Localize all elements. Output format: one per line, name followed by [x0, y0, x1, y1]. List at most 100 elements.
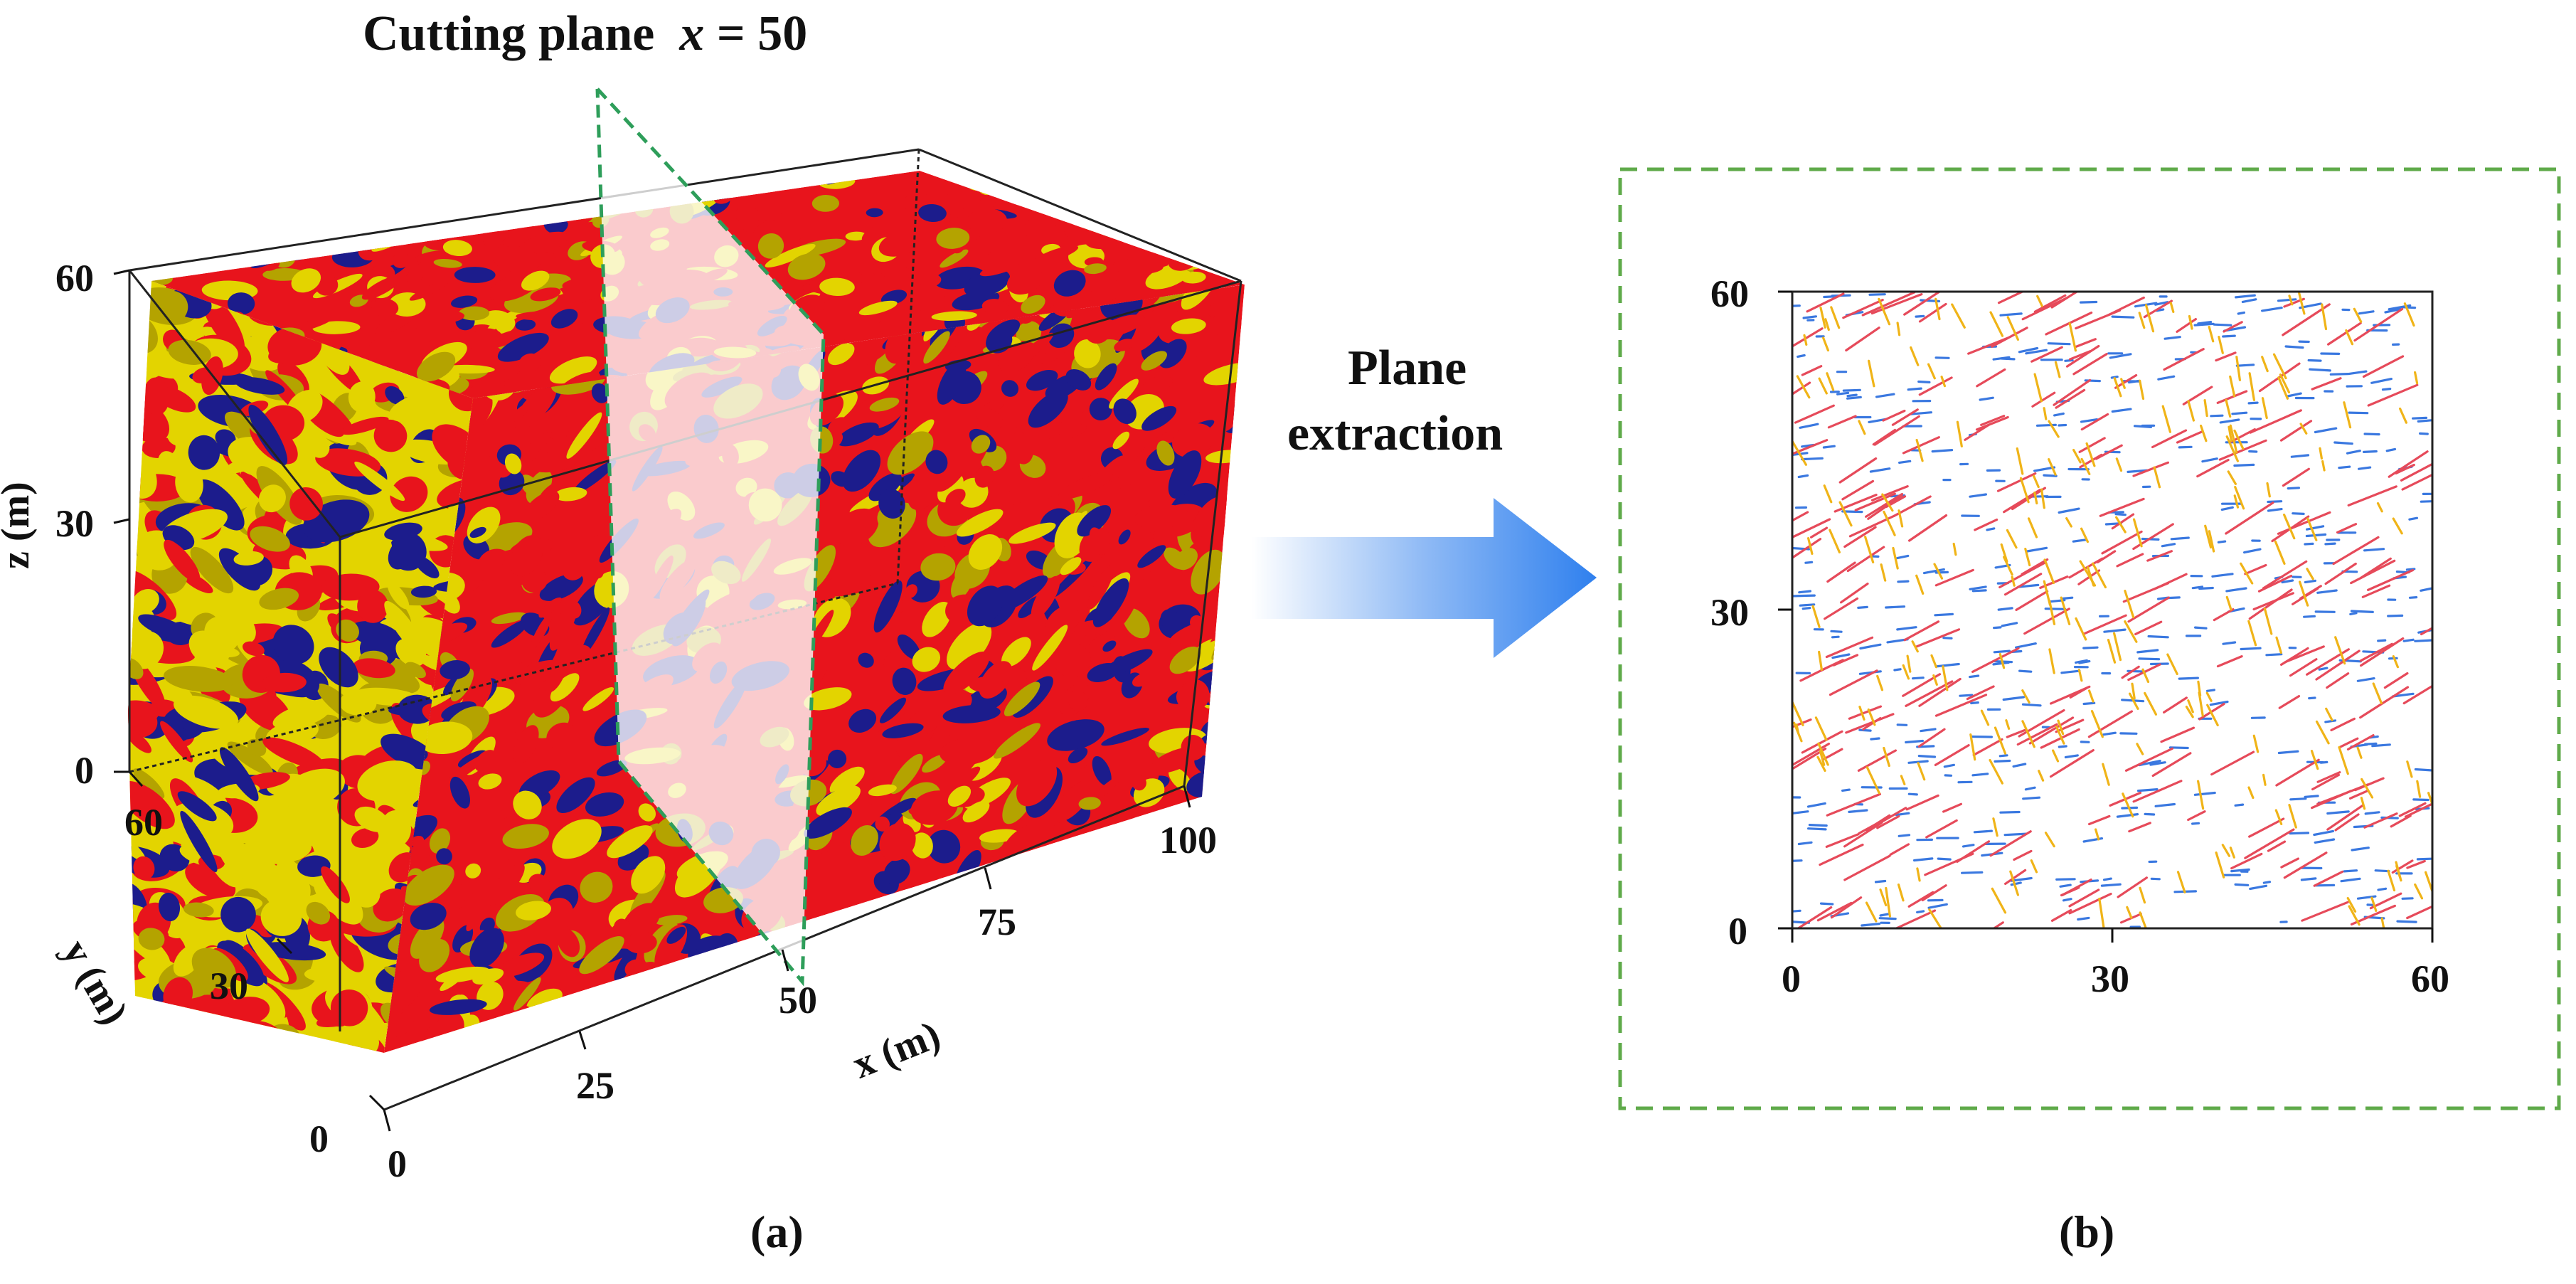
x-tick-100: 100 — [1159, 819, 1217, 861]
fracture-disc — [913, 891, 943, 924]
fracture-disc — [516, 176, 549, 189]
fracture-trace — [1797, 354, 1806, 358]
fracture-trace — [1962, 844, 1975, 848]
fracture-trace — [2134, 620, 2163, 636]
fracture-disc — [1112, 431, 1130, 450]
fracture-trace — [2267, 507, 2283, 512]
fracture-trace — [2249, 409, 2302, 434]
fracture-disc — [911, 974, 933, 987]
fracture-disc — [1180, 223, 1217, 248]
fracture-trace — [2326, 804, 2364, 831]
fracture-trace — [2391, 692, 2415, 698]
fracture-trace — [1819, 307, 1826, 329]
fracture-disc — [947, 622, 992, 670]
fracture-disc — [1058, 472, 1114, 499]
fracture-trace — [1925, 819, 1958, 839]
fracture-trace — [2277, 298, 2297, 302]
fracture-disc — [910, 790, 958, 825]
fracture-trace — [2289, 658, 2318, 677]
fracture-disc — [743, 202, 783, 233]
fracture-disc — [380, 733, 437, 770]
fracture-disc — [1102, 994, 1143, 1019]
fracture-trace — [1903, 292, 1940, 316]
fracture-disc — [868, 784, 897, 797]
fracture-trace — [1907, 891, 1934, 908]
fracture-trace — [2223, 321, 2243, 333]
fracture-trace — [2153, 466, 2161, 489]
fracture-trace — [2080, 527, 2089, 543]
fracture-trace — [2022, 796, 2041, 800]
fracture-trace — [2218, 336, 2224, 354]
fracture-trace — [2340, 877, 2361, 883]
fracture-disc — [1078, 797, 1101, 810]
fracture-disc — [1160, 609, 1181, 631]
fracture-disc — [1058, 1037, 1094, 1053]
fracture-trace — [2193, 791, 2216, 796]
fracture-disc — [566, 600, 582, 619]
fracture-trace — [2129, 692, 2139, 711]
fracture-disc — [691, 977, 718, 1003]
fracture-trace — [2058, 423, 2067, 427]
fracture-disc — [688, 1011, 713, 1039]
fracture-trace — [2402, 306, 2417, 309]
fracture-trace — [2261, 397, 2268, 420]
fracture-trace — [1972, 738, 2003, 756]
fracture-trace — [2006, 728, 2027, 738]
fracture-trace — [2079, 300, 2098, 304]
fracture-trace — [1818, 377, 1828, 395]
fracture-disc — [922, 754, 947, 773]
fracture-trace — [2387, 614, 2404, 617]
fracture-disc — [138, 928, 165, 950]
fracture-disc — [351, 827, 379, 849]
fracture-trace — [1801, 606, 1811, 610]
fracture-disc — [162, 245, 195, 260]
fracture-disc — [260, 898, 302, 936]
fracture-trace — [2040, 488, 2045, 509]
fracture-trace — [2048, 457, 2057, 476]
z-tick-60: 60 — [55, 257, 94, 299]
fracture-trace — [2205, 689, 2215, 692]
fracture-disc — [1175, 1001, 1195, 1022]
fracture-trace — [1994, 759, 2011, 763]
fracture-trace — [1970, 701, 1979, 705]
fracture-trace — [1916, 910, 1925, 914]
fracture-trace — [2099, 497, 2145, 517]
fracture-disc — [511, 404, 529, 422]
fracture-disc — [1033, 245, 1079, 264]
fracture-trace — [2304, 579, 2316, 584]
fracture-trace — [2229, 375, 2236, 398]
fracture-disc — [133, 768, 165, 799]
fracture-trace — [2278, 694, 2301, 709]
fracture-trace — [2358, 310, 2375, 315]
fracture-disc — [156, 234, 183, 253]
fracture-trace — [2054, 361, 2061, 378]
fracture-trace — [2414, 768, 2432, 772]
fracture-trace — [1867, 708, 1876, 726]
fracture-disc — [1025, 1004, 1074, 1036]
fracture-disc — [1087, 663, 1119, 682]
fracture-trace — [2244, 563, 2267, 575]
fracture-trace — [2216, 390, 2248, 405]
fracture-disc — [164, 539, 201, 583]
fracture-disc — [235, 376, 285, 395]
fracture-disc — [1084, 895, 1112, 939]
fracture-disc — [1097, 837, 1120, 858]
fracture-trace — [2247, 620, 2257, 647]
fracture-disc — [622, 903, 661, 938]
fracture-disc — [727, 948, 752, 990]
fracture-disc — [465, 872, 494, 923]
fracture-trace — [2082, 614, 2127, 635]
fracture-disc — [405, 267, 425, 283]
fracture-disc — [880, 936, 905, 954]
fracture-trace — [1801, 730, 1843, 754]
fracture-disc — [625, 933, 657, 954]
fracture-disc — [151, 238, 176, 263]
b-y-tick-0: 0 — [1728, 910, 1747, 953]
fracture-disc — [858, 300, 898, 316]
fracture-trace — [1880, 563, 1887, 582]
fracture-disc — [352, 880, 380, 908]
fracture-disc — [196, 479, 245, 531]
fracture-trace — [1876, 815, 1900, 829]
fracture-trace — [2275, 636, 2282, 654]
fracture-trace — [2300, 877, 2317, 881]
